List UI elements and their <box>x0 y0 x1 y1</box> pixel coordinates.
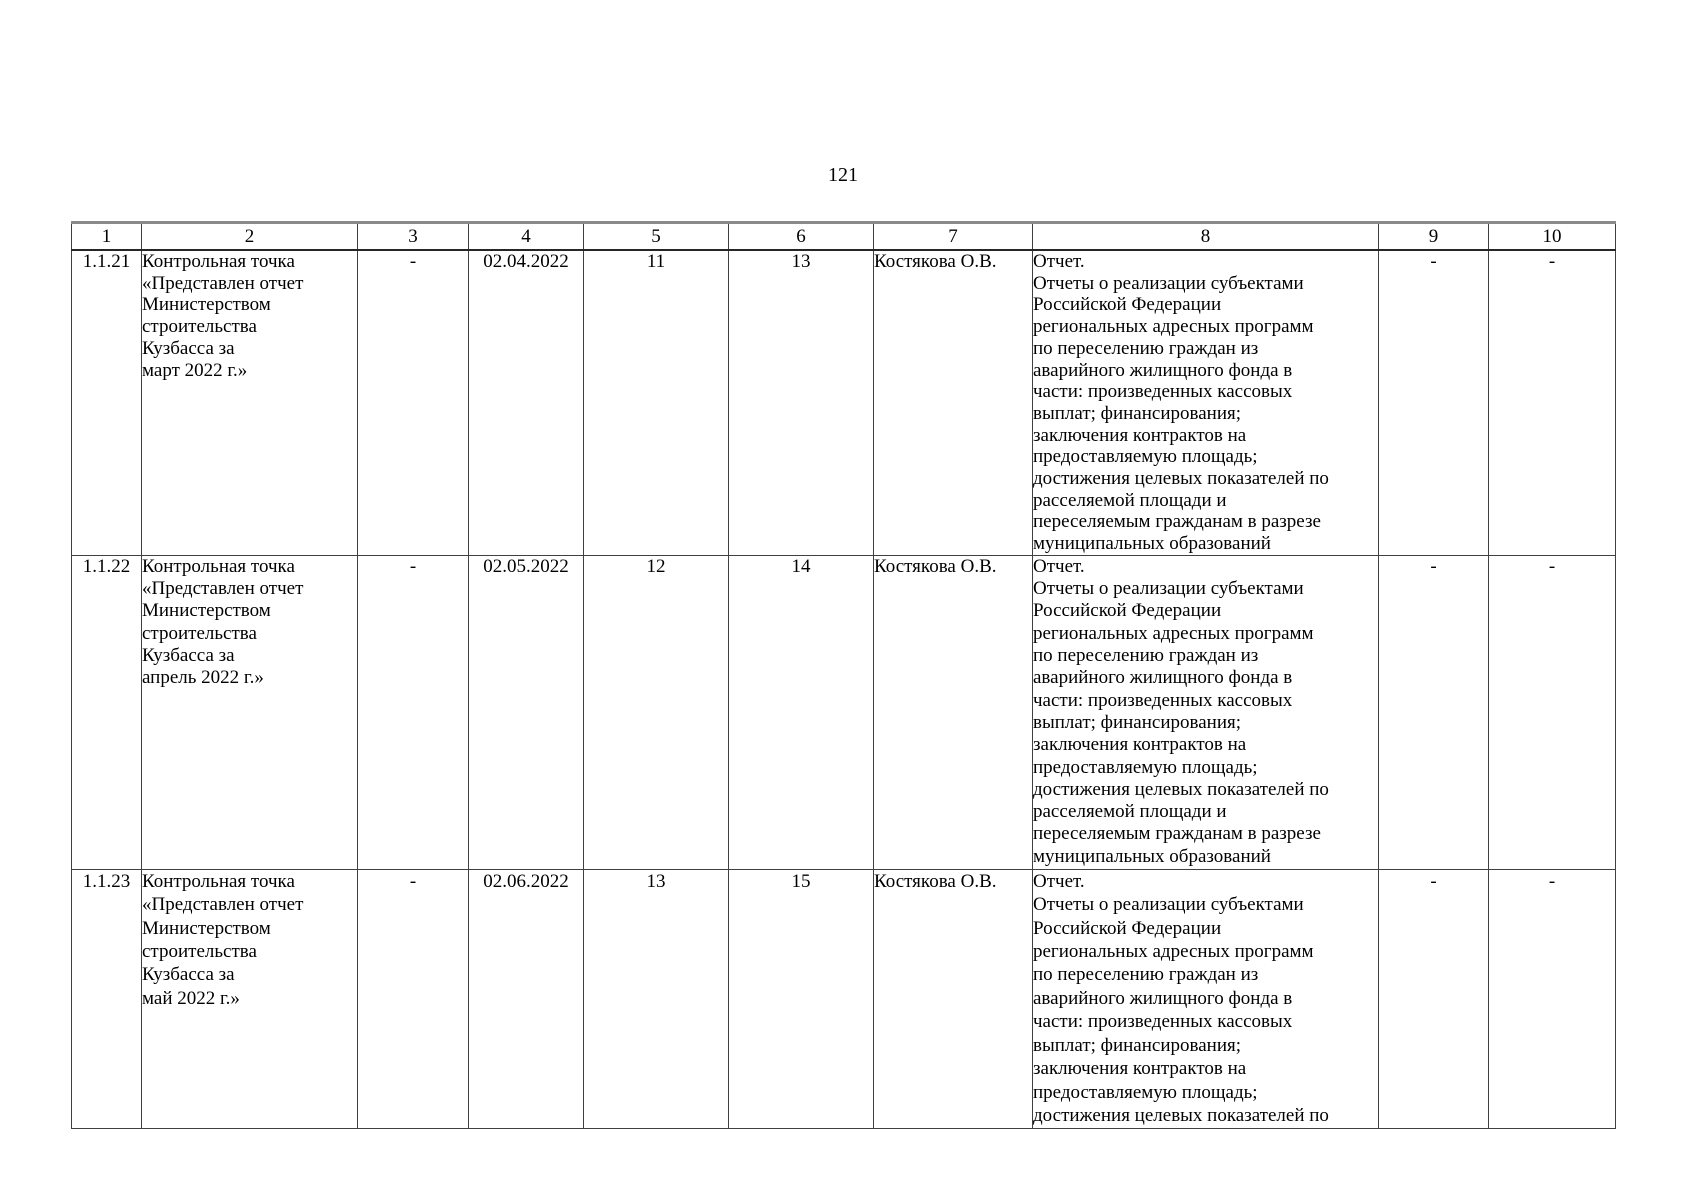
cell-row-number: 1.1.23 <box>71 868 142 1129</box>
cell-date: 02.04.2022 <box>468 249 584 556</box>
cell-dash: - <box>1378 554 1489 870</box>
table-row: 1.1.22 Контрольная точка «Представлен от… <box>71 554 1616 870</box>
cell-value-5: 12 <box>583 554 729 870</box>
cell-dash: - <box>357 554 469 870</box>
column-header-7: 7 <box>873 221 1033 251</box>
column-header-9: 9 <box>1378 221 1489 251</box>
column-header-4: 4 <box>468 221 584 251</box>
column-header-3: 3 <box>357 221 469 251</box>
column-header-10: 10 <box>1488 221 1616 251</box>
cell-responsible: Костякова О.В. <box>873 249 1033 556</box>
column-header-2: 2 <box>141 221 358 251</box>
cell-value-5: 11 <box>583 249 729 556</box>
table-row: 1.1.21 Контрольная точка «Представлен от… <box>71 249 1616 556</box>
column-header-5: 5 <box>583 221 729 251</box>
cell-report: Отчет. Отчеты о реализации субъектами Ро… <box>1032 249 1379 556</box>
cell-checkpoint-name: Контрольная точка «Представлен отчет Мин… <box>141 868 358 1129</box>
cell-value-6: 15 <box>728 868 874 1129</box>
cell-report: Отчет. Отчеты о реализации субъектами Ро… <box>1032 868 1379 1129</box>
cell-date: 02.06.2022 <box>468 868 584 1129</box>
cell-checkpoint-name: Контрольная точка «Представлен отчет Мин… <box>141 554 358 870</box>
table-row: 1.1.23 Контрольная точка «Представлен от… <box>71 868 1616 1129</box>
column-header-8: 8 <box>1032 221 1379 251</box>
cell-dash: - <box>1488 868 1616 1129</box>
column-header-1: 1 <box>71 221 142 251</box>
cell-checkpoint-name: Контрольная точка «Представлен отчет Мин… <box>141 249 358 556</box>
cell-row-number: 1.1.22 <box>71 554 142 870</box>
cell-row-number: 1.1.21 <box>71 249 142 556</box>
cell-dash: - <box>1488 554 1616 870</box>
cell-value-5: 13 <box>583 868 729 1129</box>
cell-date: 02.05.2022 <box>468 554 584 870</box>
checkpoints-table: 1 2 3 4 5 6 7 8 9 10 1.1.21 Контрольная … <box>71 221 1616 1129</box>
page-number: 121 <box>828 164 858 186</box>
column-header-6: 6 <box>728 221 874 251</box>
cell-dash: - <box>357 249 469 556</box>
cell-value-6: 14 <box>728 554 874 870</box>
table-header-row: 1 2 3 4 5 6 7 8 9 10 <box>71 221 1616 251</box>
cell-responsible: Костякова О.В. <box>873 868 1033 1129</box>
cell-dash: - <box>1378 249 1489 556</box>
cell-responsible: Костякова О.В. <box>873 554 1033 870</box>
cell-dash: - <box>1488 249 1616 556</box>
cell-value-6: 13 <box>728 249 874 556</box>
cell-report: Отчет. Отчеты о реализации субъектами Ро… <box>1032 554 1379 870</box>
cell-dash: - <box>357 868 469 1129</box>
cell-dash: - <box>1378 868 1489 1129</box>
